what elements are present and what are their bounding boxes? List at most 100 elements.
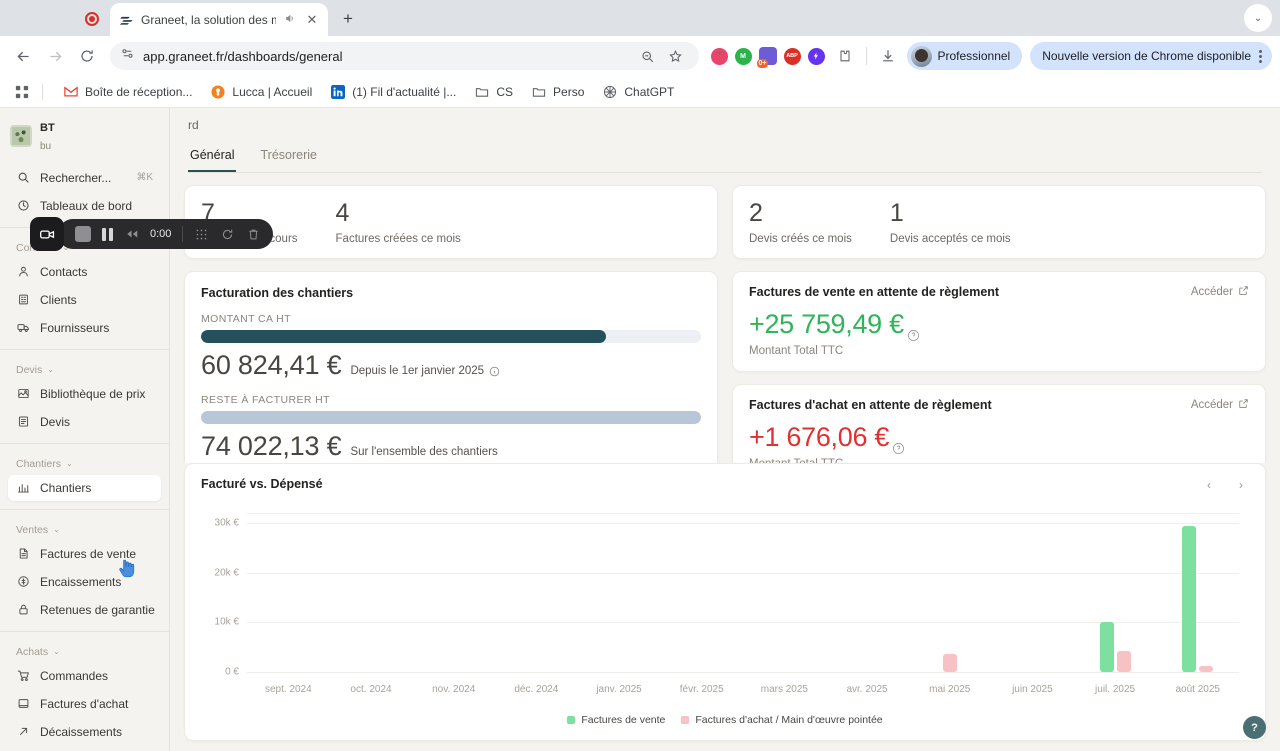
stop-icon[interactable]: [75, 226, 91, 242]
chart-bar[interactable]: [942, 653, 957, 672]
sidebar-group-achats[interactable]: Achats ⌄: [0, 640, 169, 661]
truck-icon: [16, 321, 30, 335]
reload-button[interactable]: [72, 41, 102, 71]
chart-bar[interactable]: [1199, 666, 1214, 672]
recording-indicator-icon[interactable]: [80, 7, 104, 31]
address-bar[interactable]: app.graneet.fr/dashboards/general: [110, 42, 699, 70]
chart-y-tick-label: 0 €: [225, 666, 239, 678]
chart-x-tick-label: mars 2025: [760, 684, 808, 695]
new-tab-button[interactable]: +: [343, 9, 353, 28]
kpi-devis-crees: 2 Devis créés ce mois: [749, 200, 852, 246]
chart-bar[interactable]: [1182, 525, 1197, 672]
chart-bar[interactable]: [1116, 650, 1131, 672]
coin-icon: [16, 575, 30, 589]
sidebar-item-dashboards[interactable]: Tableaux de bord: [8, 193, 161, 219]
bookmark-star-icon[interactable]: [663, 43, 689, 69]
sidebar-group-ventes[interactable]: Ventes ⌄: [0, 518, 169, 539]
adblock-extension-icon[interactable]: ABP: [783, 47, 801, 65]
bookmark-label: Lucca | Accueil: [232, 84, 313, 99]
chart-x-tick-label: août 2025: [1175, 684, 1220, 695]
sidebar-item-fournisseurs[interactable]: Fournisseurs: [8, 315, 161, 341]
chart-card: Facturé vs. Dépensé ‹ › 30k € 20k € 10k € 0…: [184, 463, 1266, 741]
question-circle-icon[interactable]: [907, 318, 920, 342]
chart-legend-label: Factures d'achat / Main d'œuvre pointée: [695, 714, 883, 726]
zoom-out-icon[interactable]: [635, 43, 661, 69]
question-circle-icon[interactable]: [892, 431, 905, 455]
sidebar-item-label: Tableaux de bord: [40, 198, 133, 213]
right-column: 2 Devis créés ce mois 1 Devis acceptés c…: [732, 185, 1266, 463]
sidebar-item-encaissements[interactable]: Encaissements: [8, 569, 161, 595]
access-link-purchase-invoices[interactable]: Accéder: [1191, 398, 1249, 412]
chevron-down-icon[interactable]: ⌄: [1244, 4, 1272, 32]
sidebar-item-factures-d-achat[interactable]: Factures d'achat: [8, 691, 161, 717]
trash-icon[interactable]: [246, 227, 261, 242]
bookmark-folder[interactable]: CS: [466, 80, 521, 104]
chart-gridline: [247, 522, 1239, 524]
pause-icon[interactable]: [102, 227, 113, 241]
rewind-icon[interactable]: [124, 227, 139, 242]
reste-a-facturer-label: RESTE À FACTURER HT: [201, 394, 330, 407]
sidebar-item-retenues-de-garantie[interactable]: Retenues de garantie: [8, 597, 161, 623]
strawberry-extension-icon[interactable]: [710, 47, 728, 65]
chart-category-column: août 2025: [1156, 513, 1239, 695]
chart-category-column: juil. 2025: [1074, 513, 1157, 695]
back-button[interactable]: [8, 41, 38, 71]
sidebar-group-devis[interactable]: Devis ⌄: [0, 358, 169, 379]
downloads-icon[interactable]: [875, 43, 901, 69]
org-switcher[interactable]: BT bu: [0, 108, 169, 163]
access-link-sale-invoices[interactable]: Accéder: [1191, 285, 1249, 299]
chart-legend-item[interactable]: Factures de vente: [567, 714, 665, 726]
sidebar-item-chantiers[interactable]: Chantiers: [8, 474, 161, 501]
info-icon[interactable]: [489, 366, 500, 377]
bookmark-chatgpt[interactable]: ChatGPT: [594, 80, 682, 104]
chart-bar[interactable]: [1099, 621, 1114, 672]
sidebar-item-clients[interactable]: Clients: [8, 287, 161, 313]
main-header: rd Général Trésorerie: [170, 108, 1280, 173]
sidebar-item-factures-de-vente[interactable]: Factures de vente: [8, 541, 161, 567]
chrome-menu-icon[interactable]: [1255, 49, 1266, 63]
invoice-icon: [16, 547, 30, 561]
speaker-icon[interactable]: [283, 12, 297, 28]
sidebar-item-d-caissements[interactable]: Décaissements: [8, 719, 161, 745]
profile-chip[interactable]: Professionnel: [906, 42, 1023, 70]
close-icon[interactable]: ✕: [306, 11, 318, 27]
tab-general[interactable]: Général: [188, 142, 237, 172]
lightning-extension-icon[interactable]: [807, 47, 825, 65]
grid-icon[interactable]: [194, 227, 209, 242]
restart-icon[interactable]: [220, 227, 235, 242]
chart-x-tick-label: juil. 2025: [1095, 684, 1136, 695]
help-fab-button[interactable]: ?: [1243, 716, 1266, 739]
video-camera-icon[interactable]: [30, 217, 64, 251]
browser-tab[interactable]: Graneet, la solution des m ✕: [110, 3, 328, 36]
page-tabs: Général Trésorerie: [188, 142, 1262, 173]
chart-category-column: sept. 2024: [247, 513, 330, 695]
search-input[interactable]: Rechercher... ⌘K: [8, 165, 161, 191]
sidebar-item-contacts[interactable]: Contacts: [8, 259, 161, 285]
avatar: [910, 45, 932, 67]
bookmark-folder[interactable]: Perso: [523, 80, 592, 104]
chevron-right-icon[interactable]: ›: [1239, 478, 1243, 492]
chart-x-tick-label: oct. 2024: [350, 684, 392, 695]
sidebar-group-chantiers[interactable]: Chantiers ⌄: [0, 452, 169, 473]
grammarly-extension-icon[interactable]: 0+: [756, 47, 777, 68]
graneet-logo-icon: [118, 12, 134, 28]
sidebar-item-biblioth-que-de-prix[interactable]: Bibliothèque de prix: [8, 381, 161, 407]
sidebar: BT bu Rechercher... ⌘K Tableaux de bord: [0, 108, 170, 751]
bookmark-lucca[interactable]: Lucca | Accueil: [202, 80, 320, 104]
sidebar-item-devis[interactable]: Devis: [8, 409, 161, 435]
apps-grid-icon[interactable]: [10, 80, 34, 104]
bookmark-gmail[interactable]: Boîte de réception...: [55, 80, 200, 104]
extensions-puzzle-icon[interactable]: [832, 43, 858, 69]
sidebar-item-commandes[interactable]: Commandes: [8, 663, 161, 689]
chevron-left-icon[interactable]: ‹: [1207, 478, 1211, 492]
chrome-update-chip[interactable]: Nouvelle version de Chrome disponible: [1030, 42, 1272, 70]
site-settings-icon[interactable]: [120, 46, 135, 66]
chart-legend-item[interactable]: Factures d'achat / Main d'œuvre pointée: [681, 714, 883, 726]
chart-title: Facturé vs. Dépensé: [201, 477, 323, 491]
metamask-extension-icon[interactable]: M: [734, 47, 752, 65]
tab-tresorerie[interactable]: Trésorerie: [260, 148, 317, 162]
linkedin-icon: [330, 84, 346, 100]
forward-button[interactable]: [40, 41, 70, 71]
reste-a-facturer-sub: Sur l'ensemble des chantiers: [350, 446, 498, 459]
bookmark-linkedin[interactable]: (1) Fil d'actualité |...: [322, 80, 464, 104]
